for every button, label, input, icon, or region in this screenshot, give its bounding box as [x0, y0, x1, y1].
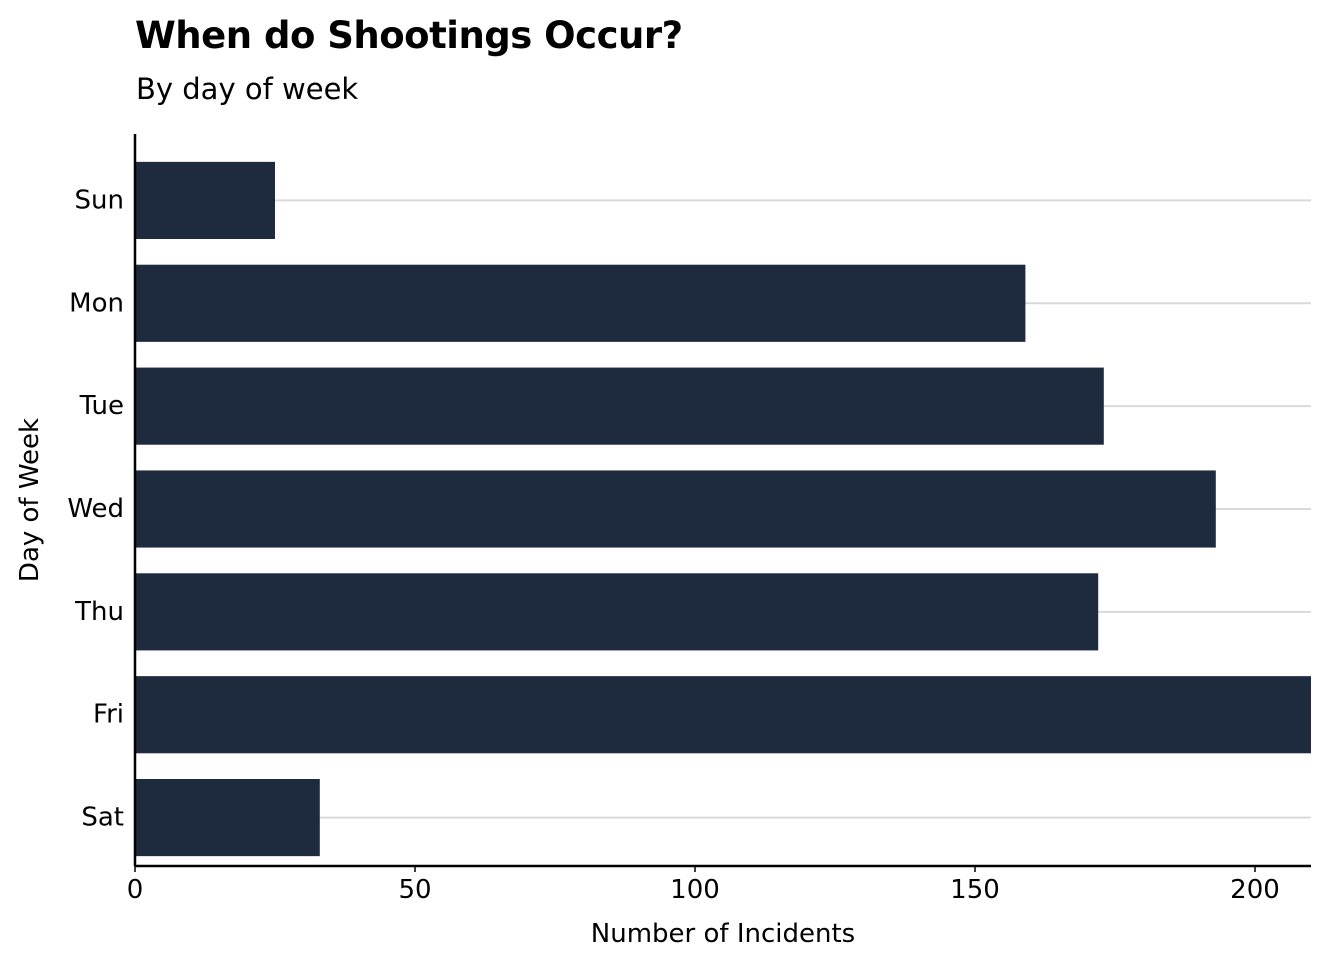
- y-axis-title: Day of Week: [15, 418, 45, 582]
- y-tick-label-fri: Fri: [93, 700, 124, 730]
- x-tick-label-0: 0: [127, 875, 144, 905]
- axes: [133, 134, 1311, 868]
- x-tick-labels: 0 50 100 150 200: [127, 866, 1280, 905]
- x-axis-title: Number of Incidents: [591, 919, 855, 949]
- x-tick-label-100: 100: [670, 875, 720, 905]
- chart-subtitle: By day of week: [136, 72, 359, 106]
- y-tick-labels: Sun Mon Tue Wed Thu Fri Sat: [67, 185, 124, 832]
- y-tick-label-wed: Wed: [67, 494, 124, 524]
- x-tick-label-200: 200: [1230, 875, 1280, 905]
- y-tick-label-sun: Sun: [75, 185, 124, 215]
- x-tick-label-150: 150: [950, 875, 1000, 905]
- bar-mon: [135, 264, 1026, 342]
- y-tick-label-tue: Tue: [79, 391, 124, 421]
- bar-thu: [135, 573, 1099, 651]
- bar-sat: [135, 779, 320, 857]
- bar-sun: [135, 161, 275, 239]
- y-tick-label-sat: Sat: [81, 803, 124, 833]
- bars: [135, 161, 1311, 857]
- bar-tue: [135, 367, 1104, 445]
- y-tick-label-mon: Mon: [69, 288, 124, 318]
- x-tick-label-50: 50: [398, 875, 431, 905]
- chart-title: When do Shootings Occur?: [135, 14, 683, 57]
- y-tick-label-thu: Thu: [74, 597, 124, 627]
- bar-wed: [135, 470, 1216, 548]
- bar-fri: [135, 676, 1311, 754]
